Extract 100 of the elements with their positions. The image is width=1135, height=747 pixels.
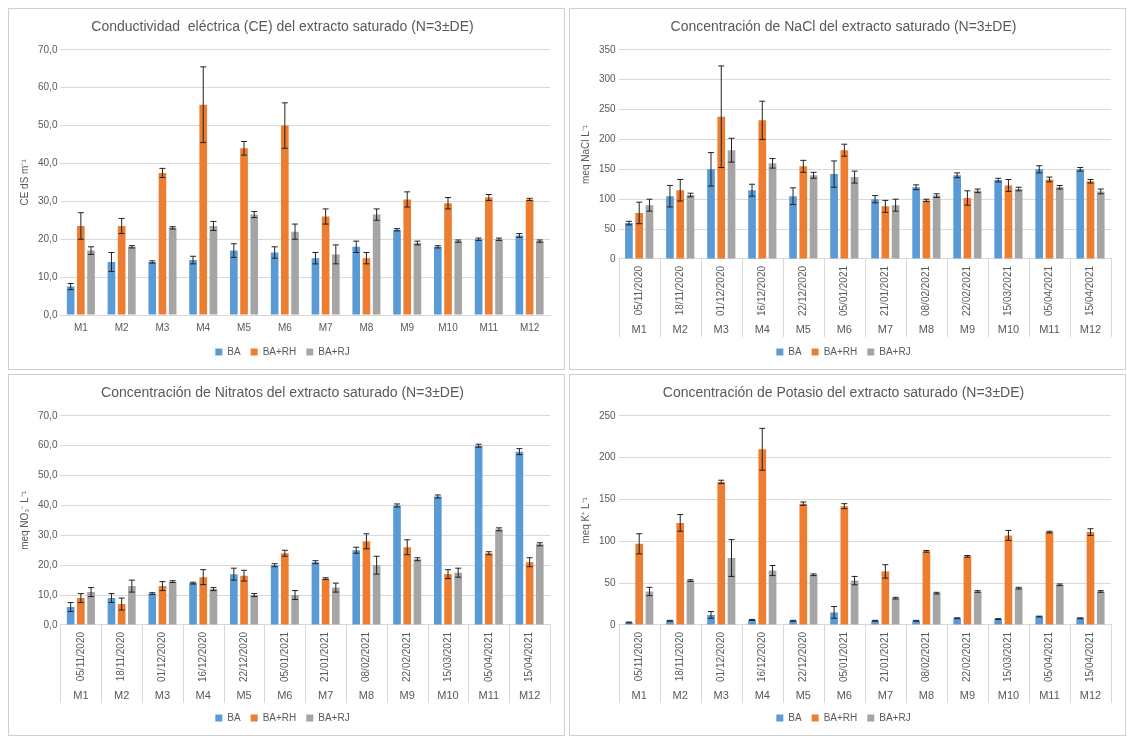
x-tick-label: 08/02/2021 xyxy=(920,265,932,317)
x-tick-label: 01/12/2020 xyxy=(715,265,726,317)
y-tick-label: 50,0 xyxy=(37,469,58,481)
y-tick-label: 0 xyxy=(610,618,617,630)
x-tick-label: 18/11/2020 xyxy=(673,631,685,682)
y-tick-label: 30,0 xyxy=(37,195,58,207)
chart-title: Concentración de Nitratos del extracto saturado (N=3±DE) xyxy=(101,384,464,401)
y-tick-label: 60,0 xyxy=(37,81,58,93)
x-tick-label: 05/01/2021 xyxy=(278,631,290,683)
x-tick-label: 15/03/2021 xyxy=(441,631,453,683)
x-tick-label: M1 xyxy=(73,321,89,333)
y-tick-label: 0,0 xyxy=(43,618,58,630)
y-axis-title: meq NaCl L⁻¹ xyxy=(579,124,591,184)
y-tick-label: 10,0 xyxy=(37,270,58,282)
y-tick-label: 30,0 xyxy=(37,529,58,541)
x-tick-label: 05/04/2021 xyxy=(482,631,494,683)
x-tick-label: 15/03/2021 xyxy=(1002,265,1014,317)
y-axis-title: meq K⁺ L⁻¹ xyxy=(579,496,591,544)
text: M9 xyxy=(959,688,976,701)
y-tick-label: 200 xyxy=(599,451,617,463)
x-tick-label: 15/04/2021 xyxy=(523,631,535,683)
y-tick-label: 0 xyxy=(610,252,617,264)
x-tick-label: M8 xyxy=(359,321,374,333)
text: M3 xyxy=(154,688,171,701)
y-tick-label: 20,0 xyxy=(37,558,58,570)
text: M10 xyxy=(997,688,1020,701)
x-tick-label: M12 xyxy=(519,321,540,333)
x-tick-label: 05/11/2020 xyxy=(74,631,86,682)
y-tick-label: 40,0 xyxy=(37,157,58,169)
text: M6 xyxy=(836,688,852,701)
x-tick-label: 15/03/2021 xyxy=(1002,631,1014,683)
x-tick-label: 01/12/2020 xyxy=(715,631,726,683)
x-tick-label: 05/04/2021 xyxy=(1043,631,1055,683)
x-tick-label: 05/04/2021 xyxy=(1043,265,1055,317)
y-tick-label: 150 xyxy=(599,493,617,505)
y-tick-label: 10,0 xyxy=(37,588,58,600)
x-tick-label: 15/04/2021 xyxy=(1084,631,1096,683)
x-tick-label: 21/01/2021 xyxy=(879,265,891,317)
legend-label: BA+RH xyxy=(262,711,297,723)
x-tick-label: 22/02/2021 xyxy=(961,631,973,683)
x-tick-label: M4 xyxy=(196,321,211,333)
x-tick-label: 16/12/2020 xyxy=(756,631,768,683)
text: M6 xyxy=(277,688,293,701)
x-tick-label: 18/11/2020 xyxy=(115,631,127,682)
x-tick-label: 18/11/2020 xyxy=(673,265,685,316)
text: M5 xyxy=(236,688,252,701)
x-tick-label: 21/01/2021 xyxy=(879,631,891,683)
legend-label: BA xyxy=(788,711,802,723)
legend-label: BA+RJ xyxy=(318,345,350,357)
x-tick-label: 22/12/2020 xyxy=(797,631,809,683)
x-tick-label: 15/04/2021 xyxy=(1084,265,1096,317)
text: M12 xyxy=(1079,688,1102,701)
x-tick-label: M10 xyxy=(438,321,459,333)
text: M4 xyxy=(754,688,770,701)
legend-label: BA+RH xyxy=(823,711,858,723)
y-tick-label: 50 xyxy=(604,222,617,234)
y-tick-label: 200 xyxy=(599,133,617,145)
legend-label: BA+RH xyxy=(823,345,858,357)
legend-label: BA+RJ xyxy=(318,711,350,723)
x-tick-label: M9 xyxy=(400,321,415,333)
x-tick-label: M2 xyxy=(114,321,130,333)
text: M7 xyxy=(877,688,893,701)
chart-title: Concentración de Potasio del extracto saturado (N=3±DE) xyxy=(662,384,1025,401)
text: M1 xyxy=(73,688,89,701)
text: M8 xyxy=(918,688,935,701)
y-tick-label: 70,0 xyxy=(37,409,58,421)
x-tick-label: 08/02/2021 xyxy=(360,631,372,683)
x-tick-label: 05/01/2021 xyxy=(838,631,850,683)
text: M4 xyxy=(195,688,211,701)
legend-label: BA xyxy=(788,345,802,357)
x-tick-label: M6 xyxy=(277,321,293,333)
text: M3 xyxy=(713,688,729,701)
y-tick-label: 150 xyxy=(599,163,617,175)
x-tick-label: 21/01/2021 xyxy=(319,631,331,683)
legend-label: BA xyxy=(227,711,241,723)
legend-label: BA+RH xyxy=(262,345,297,357)
x-tick-label: 16/12/2020 xyxy=(196,631,208,683)
text: M8 xyxy=(358,688,375,701)
x-tick-label: M3 xyxy=(155,321,170,333)
text: M10 xyxy=(437,688,459,701)
y-tick-label: 300 xyxy=(599,73,617,85)
x-tick-label: 22/02/2021 xyxy=(400,631,412,683)
x-tick-label: 16/12/2020 xyxy=(756,265,768,317)
chart-title: Concentración de NaCl del extracto saturado (N=3±DE) xyxy=(670,18,1017,35)
y-tick-label: 70,0 xyxy=(37,43,58,55)
y-tick-label: 0,0 xyxy=(43,308,58,320)
y-tick-label: 40,0 xyxy=(37,499,58,511)
text: M1 xyxy=(631,688,647,701)
legend-label: BA+RJ xyxy=(879,711,911,723)
text: M2 xyxy=(672,688,688,701)
text: M5 xyxy=(795,688,811,701)
y-tick-label: 20,0 xyxy=(37,232,58,244)
chart-title: Conductividad eléctrica (CE) del extracto saturado (N=3±DE) xyxy=(91,18,474,35)
x-tick-label: 08/02/2021 xyxy=(920,631,932,683)
y-tick-label: 50,0 xyxy=(37,119,58,131)
x-tick-label: 05/11/2020 xyxy=(632,631,644,682)
legend-label: BA xyxy=(227,345,241,357)
x-tick-label: M5 xyxy=(237,321,252,333)
text: M7 xyxy=(317,688,334,701)
x-tick-label: 22/12/2020 xyxy=(237,631,249,683)
